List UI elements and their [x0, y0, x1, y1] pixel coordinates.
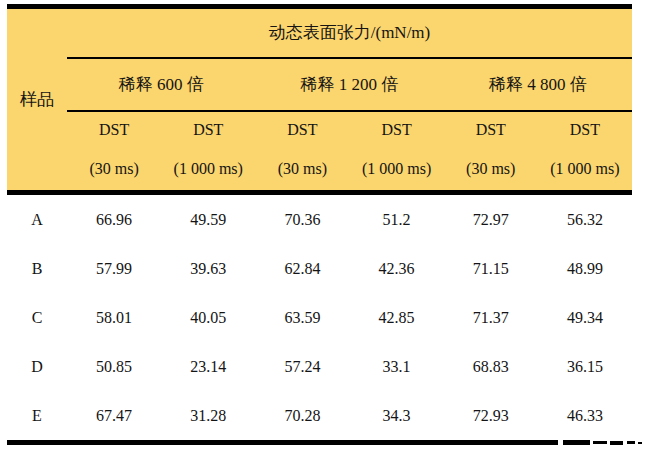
value-cell: 71.15 — [444, 244, 538, 293]
dilution-group-600: 稀释 600 倍 — [67, 59, 255, 110]
subcol-header-5: DST (30 ms) — [444, 112, 538, 190]
value-cell: 62.84 — [255, 244, 349, 293]
value-cell: 42.85 — [349, 293, 443, 342]
value-cell: 23.14 — [161, 342, 255, 391]
bottom-border-segment — [7, 440, 558, 445]
value-cell: 49.34 — [538, 293, 632, 342]
dst-subheader-row: DST (30 ms) DST (1 000 ms) DST (30 ms) D… — [67, 112, 632, 190]
value-cell: 72.97 — [444, 195, 538, 244]
table-title: 动态表面张力/(mN/m) — [67, 9, 632, 57]
value-cell: 34.3 — [349, 391, 443, 440]
dilution-group-4800: 稀释 4 800 倍 — [444, 59, 632, 110]
table-row-b: B 57.99 39.63 62.84 42.36 71.15 48.99 — [7, 244, 632, 293]
sample-id: C — [7, 293, 67, 342]
bottom-border-artifact — [638, 442, 642, 444]
sample-id: D — [7, 342, 67, 391]
value-cell: 39.63 — [161, 244, 255, 293]
value-cell: 71.37 — [444, 293, 538, 342]
sample-id: B — [7, 244, 67, 293]
header-right-block: 动态表面张力/(mN/m) 稀释 600 倍 稀释 1 200 倍 稀释 4 8… — [67, 9, 632, 190]
value-cell: 48.99 — [538, 244, 632, 293]
value-cell: 72.93 — [444, 391, 538, 440]
value-cell: 67.47 — [67, 391, 161, 440]
bottom-border-artifact — [627, 441, 635, 444]
subcol-header-3: DST (30 ms) — [255, 112, 349, 190]
value-cell: 70.28 — [255, 391, 349, 440]
subcol-header-2: DST (1 000 ms) — [161, 112, 255, 190]
table-row-a: A 66.96 49.59 70.36 51.2 72.97 56.32 — [7, 195, 632, 244]
value-cell: 58.01 — [67, 293, 161, 342]
table-body: A 66.96 49.59 70.36 51.2 72.97 56.32 B 5… — [7, 195, 632, 440]
value-cell: 50.85 — [67, 342, 161, 391]
value-cell: 40.05 — [161, 293, 255, 342]
table-row-d: D 50.85 23.14 57.24 33.1 68.83 36.15 — [7, 342, 632, 391]
subcol-header-1: DST (30 ms) — [67, 112, 161, 190]
bottom-border-artifact — [563, 440, 590, 445]
subcol-header-4: DST (1 000 ms) — [349, 112, 443, 190]
dilution-group-row: 稀释 600 倍 稀释 1 200 倍 稀释 4 800 倍 — [67, 59, 632, 110]
value-cell: 49.59 — [161, 195, 255, 244]
table-row-c: C 58.01 40.05 63.59 42.85 71.37 49.34 — [7, 293, 632, 342]
value-cell: 57.24 — [255, 342, 349, 391]
value-cell: 46.33 — [538, 391, 632, 440]
value-cell: 51.2 — [349, 195, 443, 244]
sample-id: A — [7, 195, 67, 244]
dilution-group-1200: 稀释 1 200 倍 — [255, 59, 443, 110]
value-cell: 70.36 — [255, 195, 349, 244]
value-cell: 42.36 — [349, 244, 443, 293]
value-cell: 56.32 — [538, 195, 632, 244]
value-cell: 66.96 — [67, 195, 161, 244]
value-cell: 31.28 — [161, 391, 255, 440]
bottom-border-artifact — [610, 441, 623, 445]
table-row-e: E 67.47 31.28 70.28 34.3 72.93 46.33 — [7, 391, 632, 440]
value-cell: 36.15 — [538, 342, 632, 391]
value-cell: 63.59 — [255, 293, 349, 342]
dynamic-surface-tension-table: 样品 动态表面张力/(mN/m) 稀释 600 倍 稀释 1 200 倍 稀释 … — [7, 4, 632, 445]
value-cell: 57.99 — [67, 244, 161, 293]
value-cell: 33.1 — [349, 342, 443, 391]
table-bottom-border — [7, 440, 632, 445]
table-header: 样品 动态表面张力/(mN/m) 稀释 600 倍 稀释 1 200 倍 稀释 … — [7, 9, 632, 190]
subcol-header-6: DST (1 000 ms) — [538, 112, 632, 190]
value-cell: 68.83 — [444, 342, 538, 391]
sample-id: E — [7, 391, 67, 440]
sample-column-header: 样品 — [7, 9, 67, 190]
bottom-border-artifact — [593, 441, 607, 444]
